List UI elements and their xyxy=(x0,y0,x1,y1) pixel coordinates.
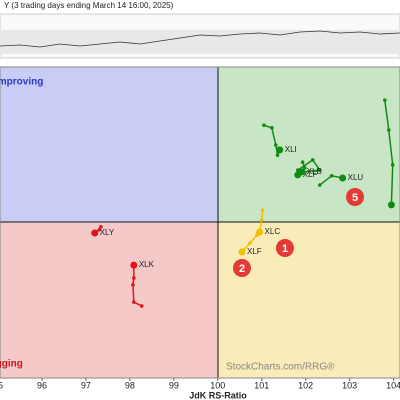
annotation-label: 1 xyxy=(282,243,288,255)
quadrant-lagging xyxy=(0,222,218,378)
x-tick-label: 95 xyxy=(0,380,3,390)
trail-point xyxy=(317,168,322,172)
trail-point xyxy=(132,300,136,304)
trail-point xyxy=(139,304,144,308)
annotation-label: 2 xyxy=(239,263,245,275)
trail-head xyxy=(276,146,284,154)
quadrant-label: Lagging xyxy=(0,359,23,370)
series-label: XLK xyxy=(139,260,155,269)
quadrant-label: Improving xyxy=(0,77,43,88)
plot-area: Improving Lagging StockCharts.com/RRG® xyxy=(0,66,400,379)
trail-point xyxy=(255,233,259,237)
series-label: XLI xyxy=(285,145,297,154)
x-tick-label: 99 xyxy=(169,380,179,390)
trail-head xyxy=(238,248,246,256)
x-tick-label: 98 xyxy=(125,380,135,390)
annotation: 2 xyxy=(233,259,251,277)
trail-point xyxy=(317,183,322,187)
trail-head xyxy=(91,229,99,237)
quadrant-weakening xyxy=(218,222,400,378)
x-tick-label: 102 xyxy=(298,380,313,390)
trail-point xyxy=(262,123,266,127)
trail-point xyxy=(310,158,315,162)
trail-point xyxy=(303,166,307,170)
chart-title: Y (3 trading days ending March 14 16:00,… xyxy=(4,1,174,10)
trail-head xyxy=(339,174,347,182)
annotation-label: 5 xyxy=(352,192,358,204)
trail-head xyxy=(130,261,138,269)
x-tick-label: 103 xyxy=(342,380,357,390)
trail xyxy=(297,158,322,173)
quadrant-improving xyxy=(0,67,218,222)
series-label: XLC xyxy=(265,227,281,236)
quadrant-leading xyxy=(218,67,400,222)
trail-point xyxy=(260,208,265,212)
trail-point xyxy=(390,163,395,167)
benchmark-strip xyxy=(0,13,400,59)
trail-point xyxy=(329,174,334,178)
trail-point xyxy=(274,143,278,147)
trail xyxy=(384,100,394,205)
trail-point xyxy=(132,276,136,280)
trail-point xyxy=(131,283,135,287)
trail-head xyxy=(298,168,306,176)
trail-point xyxy=(275,153,280,157)
trail-point xyxy=(383,98,387,102)
trail-point xyxy=(386,128,391,132)
x-tick-label: 100 xyxy=(210,380,225,390)
watermark: StockCharts.com/RRG® xyxy=(226,362,335,373)
x-tick-label: 97 xyxy=(81,380,91,390)
annotation: 5 xyxy=(346,188,364,206)
x-axis-label: JdK RS-Ratio xyxy=(189,390,247,400)
series-label: XLY xyxy=(100,228,115,237)
trail-point xyxy=(248,241,252,245)
trail-point xyxy=(259,218,264,222)
x-tick-label: 104 xyxy=(386,380,400,390)
trail-point xyxy=(270,126,274,130)
series-label: XLB xyxy=(307,167,322,176)
annotation: 1 xyxy=(276,239,294,257)
plot-frame xyxy=(0,66,400,379)
trail-point xyxy=(97,228,101,232)
x-tick-label: 96 xyxy=(37,380,47,390)
series-label: XLU xyxy=(348,173,364,182)
trail-point xyxy=(300,160,305,164)
x-tick-label: 101 xyxy=(254,380,269,390)
series-label: XLF xyxy=(303,170,318,179)
series-label: XLF xyxy=(247,247,262,256)
trail-point xyxy=(99,225,103,229)
trail-head xyxy=(387,201,395,209)
